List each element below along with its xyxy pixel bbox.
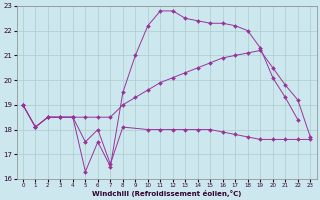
X-axis label: Windchill (Refroidissement éolien,°C): Windchill (Refroidissement éolien,°C) (92, 190, 241, 197)
